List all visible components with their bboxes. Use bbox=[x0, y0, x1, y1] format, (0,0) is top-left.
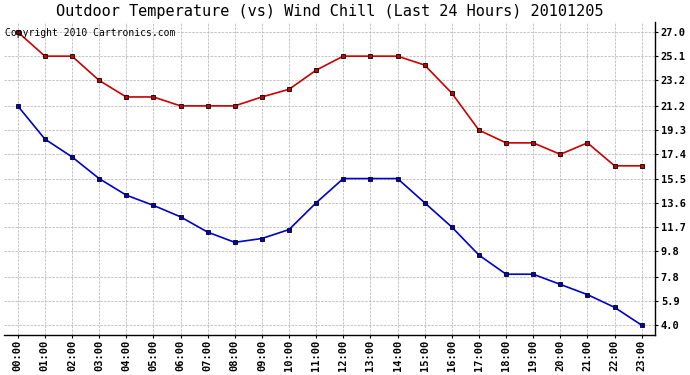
Title: Outdoor Temperature (vs) Wind Chill (Last 24 Hours) 20101205: Outdoor Temperature (vs) Wind Chill (Las… bbox=[56, 4, 604, 19]
Text: Copyright 2010 Cartronics.com: Copyright 2010 Cartronics.com bbox=[6, 28, 176, 38]
